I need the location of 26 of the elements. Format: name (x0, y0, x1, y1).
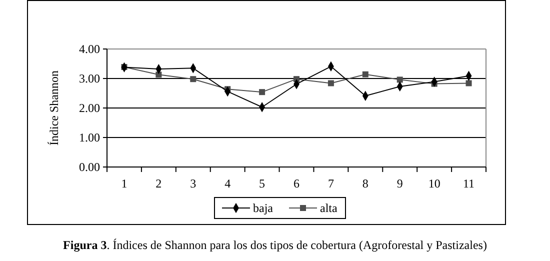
x-tick-label: 2 (156, 176, 162, 191)
x-tick-label: 10 (428, 176, 440, 191)
x-tick-label: 9 (396, 176, 403, 191)
y-tick-label: 3.00 (79, 71, 100, 86)
text: Figura 3. Índices de Shannon para los dos tipos de cobertura (Agroforestal y Pastizales) (63, 238, 487, 252)
y-tick-label: 0.00 (79, 160, 100, 174)
point (328, 80, 334, 86)
point (466, 80, 472, 86)
legend-label: alta (320, 201, 338, 215)
point (396, 76, 403, 83)
x-tick-label: 4 (224, 176, 231, 191)
x-tick-label: 5 (259, 176, 266, 191)
x-tick-label: 6 (294, 176, 300, 191)
x-tick-label: 7 (328, 176, 334, 191)
x-tick-label: 3 (190, 176, 196, 191)
y-tick-label: 4.00 (79, 42, 100, 56)
x-tick-label: 8 (362, 176, 368, 191)
point (190, 76, 196, 82)
legend-label: baja (253, 201, 274, 215)
point (259, 89, 266, 96)
y-tick-label: 1.00 (79, 130, 100, 144)
x-tick-label: 11 (462, 176, 475, 191)
y-tick-label: 2.00 (79, 100, 100, 115)
x-tick-label: 1 (121, 176, 128, 191)
point (362, 71, 368, 78)
y-axis-title: Índice Shannon (47, 70, 61, 146)
